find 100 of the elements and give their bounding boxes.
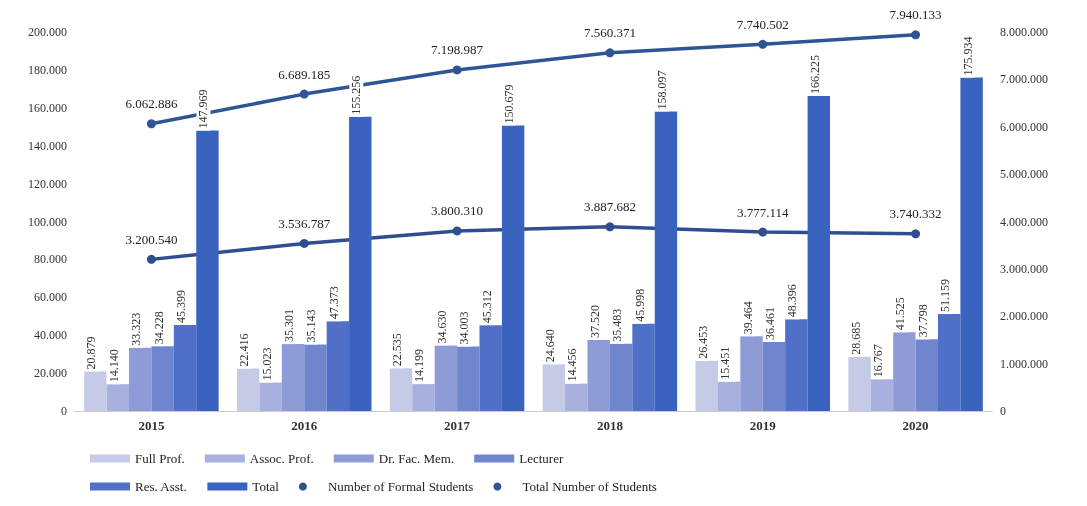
- bar: [151, 346, 174, 411]
- y2-tick-label: 1.000.000: [1000, 356, 1048, 371]
- data-label: 34.003: [457, 311, 472, 345]
- data-label: 3.777.114: [736, 204, 789, 220]
- data-label: 14.199: [412, 349, 427, 383]
- data-label: 39.464: [740, 301, 755, 335]
- legend-label: Full Prof.: [135, 451, 185, 466]
- y-tick-label: 180.000: [28, 62, 67, 77]
- data-label: 16.767: [870, 344, 885, 378]
- legend-label: Total Number of Students: [522, 479, 657, 494]
- point: [758, 227, 768, 237]
- point: [605, 48, 615, 58]
- data-label: 14.456: [565, 348, 580, 382]
- bar: [434, 345, 458, 411]
- data-label: 47.373: [326, 286, 341, 320]
- bar: [848, 356, 871, 411]
- data-label: 7.940.133: [889, 7, 942, 23]
- data-label: 41.525: [893, 297, 908, 331]
- y-tick-label: 100.000: [28, 214, 67, 229]
- data-label: 45.399: [174, 289, 189, 323]
- point: [146, 254, 156, 264]
- y-tick-label: 160.000: [28, 100, 67, 115]
- data-label: 45.998: [632, 288, 647, 322]
- data-label: 158.097: [654, 70, 669, 110]
- bar: [84, 371, 107, 411]
- bar: [740, 336, 763, 411]
- data-label: 45.312: [479, 290, 494, 324]
- data-label: 7.560.371: [583, 25, 636, 41]
- bar: [326, 321, 350, 411]
- y-tick-label: 20.000: [34, 366, 67, 381]
- y2-tick-label: 3.000.000: [1000, 261, 1048, 276]
- data-label: 147.969: [196, 89, 211, 129]
- y-tick-label: 80.000: [34, 252, 67, 267]
- bar: [609, 343, 633, 411]
- data-label: 150.679: [502, 84, 517, 124]
- bar: [501, 125, 525, 411]
- bar: [173, 324, 197, 411]
- x-tick-label: 2018: [596, 418, 624, 433]
- bar: [893, 332, 916, 411]
- data-label: 15.451: [718, 346, 733, 380]
- data-label: 48.396: [785, 284, 800, 318]
- bar: [479, 325, 502, 411]
- data-label: 3.200.540: [125, 231, 178, 247]
- x-tick-label: 2016: [291, 418, 318, 433]
- data-label: 14.140: [106, 349, 121, 383]
- data-label: 175.934: [960, 36, 975, 76]
- data-label: 34.228: [151, 311, 166, 345]
- bar: [870, 379, 894, 411]
- bar: [542, 364, 566, 411]
- legend-label: Assoc. Prof.: [249, 451, 314, 466]
- data-label: 33.323: [129, 312, 144, 346]
- y-tick-label: 120.000: [28, 176, 67, 191]
- data-label: 7.740.502: [736, 16, 789, 32]
- point: [299, 89, 309, 99]
- y2-tick-label: 8.000.000: [1000, 25, 1048, 39]
- x-tick-label: 2020: [902, 418, 929, 433]
- data-label: 22.535: [390, 333, 405, 367]
- bar: [632, 323, 655, 411]
- data-label: 3.800.310: [431, 203, 484, 219]
- data-label: 37.798: [915, 304, 930, 338]
- bar: [457, 346, 480, 411]
- data-label: 166.225: [807, 55, 822, 94]
- data-label: 26.453: [695, 325, 710, 359]
- y2-tick-label: 6.000.000: [1000, 119, 1048, 134]
- bar: [304, 344, 327, 411]
- point: [911, 30, 921, 40]
- point: [299, 238, 309, 248]
- bar: [389, 368, 413, 411]
- y2-tick-label: 5.000.000: [1000, 167, 1048, 182]
- bar: [654, 111, 678, 411]
- bar: [565, 383, 588, 411]
- y-tick-label: 0: [61, 404, 67, 418]
- bar: [587, 339, 610, 411]
- data-label: 22.416: [237, 333, 252, 367]
- data-label: 3.536.787: [278, 215, 331, 231]
- y-tick-label: 140.000: [28, 138, 67, 153]
- point: [146, 119, 156, 129]
- legend-label: Dr. Fac. Mem.: [378, 451, 455, 466]
- point: [758, 39, 768, 49]
- data-label: 6.062.886: [125, 96, 178, 112]
- y-tick-label: 40.000: [34, 328, 67, 343]
- y-tick-label: 60.000: [34, 290, 67, 305]
- bar: [237, 368, 260, 411]
- legend-label: Number of Formal Students: [327, 479, 474, 494]
- data-label: 35.301: [282, 309, 297, 343]
- data-label: 155.256: [349, 75, 364, 115]
- data-label: 28.685: [848, 321, 863, 355]
- data-label: 34.630: [434, 310, 449, 344]
- legend-label: Lecturer: [519, 451, 564, 466]
- bar: [762, 341, 786, 411]
- data-label: 20.879: [84, 336, 99, 370]
- bar: [717, 381, 741, 411]
- bar: [695, 360, 718, 411]
- point: [452, 226, 462, 236]
- y2-tick-label: 2.000.000: [1000, 309, 1048, 324]
- bar: [960, 77, 983, 411]
- x-tick-label: 2015: [138, 418, 165, 433]
- y-tick-label: 200.000: [28, 25, 67, 39]
- data-label: 6.689.185: [278, 66, 331, 82]
- bar: [807, 96, 830, 411]
